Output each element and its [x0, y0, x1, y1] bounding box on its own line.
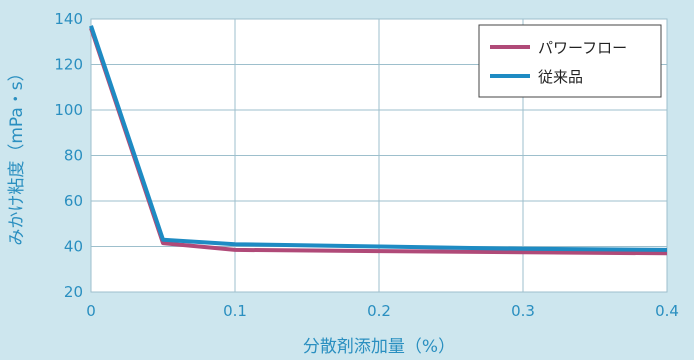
y-tick-labels: 20 40 60 80 100 120 140 — [54, 10, 83, 301]
x-tick-label: 0.2 — [367, 302, 391, 320]
y-tick-label: 20 — [64, 283, 83, 301]
x-tick-label: 0.3 — [511, 302, 535, 320]
y-tick-label: 60 — [64, 192, 83, 210]
y-tick-label: 40 — [64, 238, 83, 256]
legend-label-pawaflow: パワーフロー — [538, 39, 627, 57]
x-tick-label: 0 — [86, 302, 96, 320]
series-layer — [89, 25, 668, 256]
legend-box — [478, 24, 662, 98]
y-tick-label: 140 — [54, 10, 83, 28]
y-axis-title: みかけ粘度（mPa・s） — [7, 64, 27, 245]
x-tick-labels: 0 0.1 0.2 0.3 0.4 — [86, 302, 679, 320]
y-tick-label: 80 — [64, 147, 83, 165]
y-tick-label: 100 — [54, 101, 83, 119]
legend-label-conventional: 従来品 — [538, 68, 583, 86]
y-tick-label: 120 — [54, 56, 83, 74]
series-line-conventional — [89, 25, 668, 252]
x-tick-label: 0.1 — [223, 302, 247, 320]
x-tick-label: 0.4 — [655, 302, 679, 320]
x-axis-title: 分散剤添加量（%） — [303, 337, 455, 357]
legend: パワーフロー 従来品 — [478, 24, 662, 98]
